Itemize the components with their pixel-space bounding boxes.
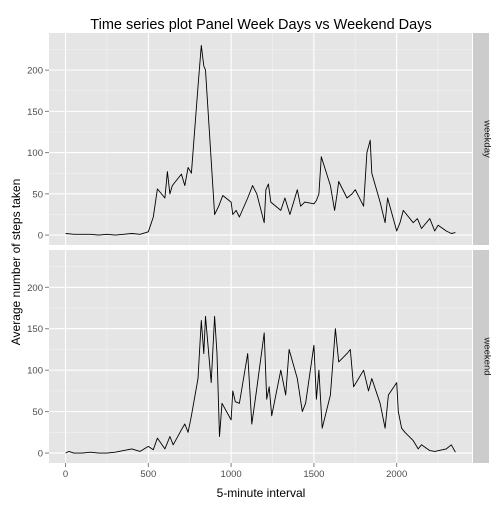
panels: 0 50 100 150 200 weekday 0 50 100 150 200 weekend 0 5… bbox=[27, 33, 493, 480]
y-tick-label: 200 bbox=[27, 283, 43, 294]
panel-weekend: 0 50 100 150 200 weekend bbox=[27, 250, 493, 463]
facet-strip bbox=[473, 33, 489, 245]
y-tick-label: 0 bbox=[38, 231, 43, 242]
y-tick-label: 0 bbox=[38, 449, 43, 460]
facet-strip bbox=[473, 250, 489, 463]
series-line-weekday bbox=[65, 44, 456, 236]
facet-strip-label: weekend bbox=[482, 336, 493, 375]
x-tick-label: 2000 bbox=[386, 469, 407, 480]
x-tick-label: 0 bbox=[63, 469, 68, 480]
y-tick-label: 100 bbox=[27, 148, 43, 159]
panel-weekday: 0 50 100 150 200 weekday bbox=[27, 33, 493, 245]
y-tick-label: 50 bbox=[32, 189, 43, 200]
panel-background bbox=[49, 250, 472, 463]
y-tick-label: 50 bbox=[32, 407, 43, 418]
y-axis-label: Average number of steps taken bbox=[9, 179, 23, 346]
x-tick-label: 500 bbox=[140, 469, 156, 480]
panel-background bbox=[49, 33, 472, 245]
chart-title: Time series plot Panel Week Days vs Week… bbox=[90, 17, 431, 33]
facet-strip-label: weekday bbox=[482, 119, 493, 158]
x-axis-label: 5-minute interval bbox=[217, 486, 306, 500]
y-tick-label: 150 bbox=[27, 107, 43, 118]
y-tick-label: 150 bbox=[27, 324, 43, 335]
x-tick-label: 1000 bbox=[221, 469, 242, 480]
series-line-weekend bbox=[65, 315, 456, 454]
y-tick-label: 100 bbox=[27, 366, 43, 377]
y-tick-label: 200 bbox=[27, 66, 43, 77]
x-tick-label: 1500 bbox=[303, 469, 324, 480]
